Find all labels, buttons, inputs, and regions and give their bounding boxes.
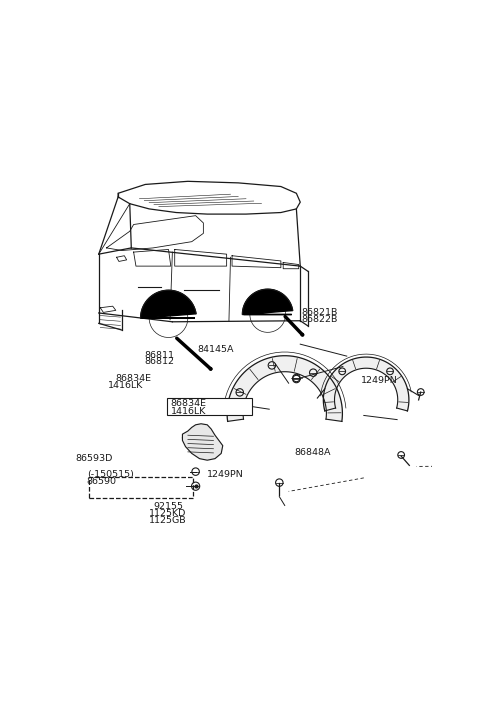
Text: 86834E: 86834E — [115, 374, 151, 383]
Text: 1249PN: 1249PN — [361, 376, 398, 385]
Text: 86812: 86812 — [145, 358, 175, 366]
Polygon shape — [324, 357, 409, 411]
Text: 86811: 86811 — [145, 351, 175, 360]
Text: 1125GB: 1125GB — [149, 516, 187, 525]
Text: (-150515): (-150515) — [87, 470, 133, 479]
Bar — [167, 398, 252, 415]
Text: 86834E: 86834E — [171, 400, 207, 408]
Text: 1416LK: 1416LK — [171, 408, 206, 416]
Text: 1125KD: 1125KD — [149, 509, 187, 518]
Polygon shape — [182, 424, 223, 460]
Text: 1416LK: 1416LK — [108, 381, 144, 390]
Polygon shape — [227, 356, 342, 421]
Text: 86822B: 86822B — [302, 315, 338, 324]
Text: 92155: 92155 — [153, 503, 183, 511]
Bar — [89, 477, 193, 498]
Polygon shape — [117, 256, 127, 262]
Text: 84145A: 84145A — [197, 345, 233, 355]
Text: 86590: 86590 — [87, 478, 117, 486]
Text: 86821B: 86821B — [302, 308, 338, 317]
Polygon shape — [242, 289, 293, 315]
Text: 86848A: 86848A — [294, 448, 331, 457]
Polygon shape — [141, 290, 196, 318]
Text: 1249PN: 1249PN — [207, 470, 244, 478]
Text: 86593D: 86593D — [75, 454, 112, 463]
